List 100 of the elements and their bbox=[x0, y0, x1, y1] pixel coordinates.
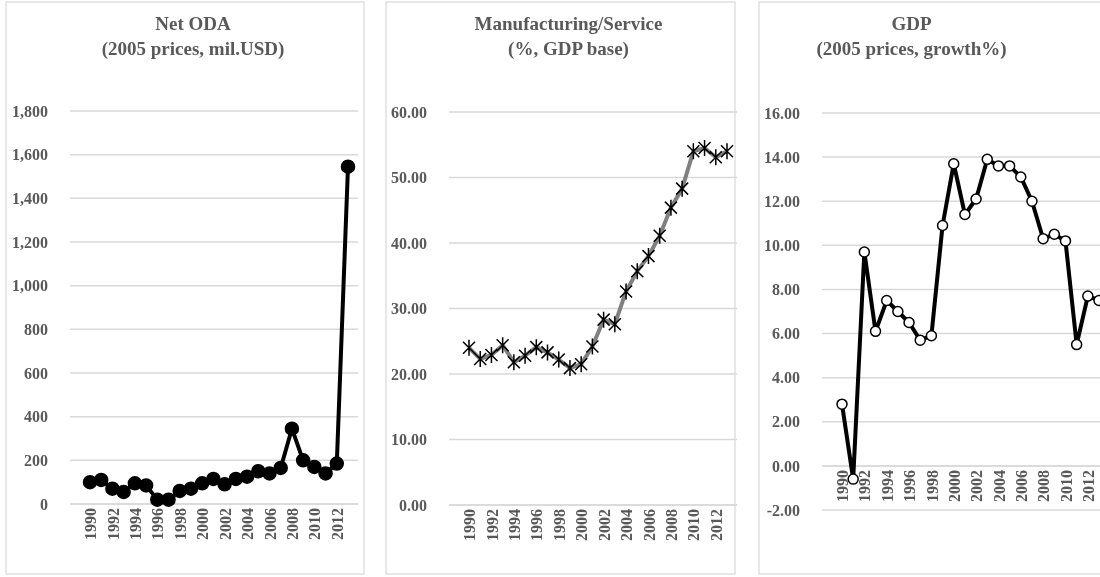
y-tick-label: 50.00 bbox=[391, 169, 427, 187]
y-tick-label: 20.00 bbox=[391, 365, 427, 383]
point bbox=[284, 421, 300, 436]
x-tick-label: 2008 bbox=[663, 509, 681, 541]
x-tick-label: 1994 bbox=[878, 469, 896, 502]
x-tick-label: 2000 bbox=[945, 469, 963, 502]
point bbox=[1015, 171, 1027, 183]
x-tick-label: 2012 bbox=[1079, 469, 1097, 502]
x-tick-label: 2012 bbox=[707, 509, 725, 541]
x-tick-label: 2000 bbox=[194, 508, 212, 540]
x-tick-label: 1996 bbox=[528, 509, 546, 541]
x-tick-label: 2002 bbox=[595, 509, 613, 541]
chart-title: Manufacturing/Service bbox=[474, 13, 663, 34]
point bbox=[858, 246, 871, 258]
y-tick-label: 800 bbox=[24, 320, 48, 338]
point bbox=[1082, 290, 1094, 302]
x-tick-label: 2004 bbox=[618, 509, 636, 541]
y-tick-label: 4.00 bbox=[772, 369, 800, 387]
x-tick-label: 1998 bbox=[923, 469, 941, 502]
y-tick-label: 60.00 bbox=[391, 103, 427, 121]
x-tick-label: 2008 bbox=[1035, 469, 1053, 502]
point bbox=[307, 459, 322, 475]
y-tick-label: 1,800 bbox=[12, 102, 48, 120]
y-tick-label: 8.00 bbox=[772, 281, 800, 299]
chart-title: GDP bbox=[891, 13, 932, 34]
point bbox=[138, 478, 154, 493]
y-tick-label: 12.00 bbox=[764, 192, 800, 210]
point bbox=[869, 325, 882, 338]
point bbox=[914, 334, 926, 346]
x-tick-label: 2000 bbox=[573, 509, 591, 541]
x-tick-label: 1996 bbox=[149, 508, 167, 540]
x-tick-label: 1996 bbox=[901, 469, 919, 502]
x-tick-label: 1992 bbox=[104, 508, 122, 540]
x-tick-label: 2006 bbox=[1012, 469, 1030, 502]
x-tick-label: 2010 bbox=[685, 509, 703, 541]
point bbox=[340, 159, 356, 174]
point bbox=[329, 456, 345, 471]
y-tick-label: 1,000 bbox=[12, 277, 48, 295]
y-tick-label: 1,400 bbox=[12, 189, 48, 207]
point bbox=[981, 153, 994, 166]
point bbox=[295, 453, 311, 468]
chart-subtitle: (2005 prices, mil.USD) bbox=[101, 38, 285, 60]
point bbox=[1026, 195, 1038, 207]
x-tick-label: 1994 bbox=[126, 508, 144, 540]
point bbox=[1059, 235, 1072, 247]
point bbox=[959, 208, 971, 221]
y-tick-label: 30.00 bbox=[391, 300, 427, 318]
x-tick-label: 1992 bbox=[856, 469, 874, 502]
x-tick-label: 2010 bbox=[1057, 469, 1075, 502]
y-tick-label: 0.00 bbox=[772, 457, 800, 475]
point bbox=[1048, 228, 1061, 241]
chart-title: Net ODA bbox=[155, 13, 231, 34]
x-tick-label: 2008 bbox=[284, 508, 302, 540]
x-tick-label: 2006 bbox=[261, 508, 279, 540]
x-tick-label: 1998 bbox=[550, 509, 568, 541]
point bbox=[273, 460, 288, 476]
point bbox=[880, 294, 893, 307]
x-tick-label: 1994 bbox=[505, 509, 523, 541]
point bbox=[836, 398, 848, 410]
x-tick-label: 1990 bbox=[834, 469, 852, 502]
point bbox=[318, 466, 333, 481]
x-tick-label: 1992 bbox=[483, 509, 501, 541]
point bbox=[847, 473, 859, 485]
point bbox=[183, 481, 199, 496]
x-tick-label: 2010 bbox=[306, 508, 324, 540]
y-tick-label: 0.00 bbox=[399, 496, 427, 514]
point bbox=[161, 492, 176, 507]
y-tick-label: 16.00 bbox=[764, 104, 800, 122]
x-tick-label: 2004 bbox=[990, 469, 1008, 502]
point bbox=[903, 316, 915, 329]
point bbox=[970, 193, 982, 205]
y-tick-label: 1,200 bbox=[12, 233, 48, 251]
y-tick-label: 6.00 bbox=[772, 325, 800, 343]
point bbox=[194, 476, 210, 491]
point bbox=[1003, 160, 1016, 172]
point bbox=[992, 160, 1005, 172]
point bbox=[105, 481, 120, 496]
y-tick-label: -2.00 bbox=[766, 501, 800, 519]
x-tick-label: 2006 bbox=[640, 509, 658, 541]
point bbox=[217, 477, 232, 492]
point bbox=[1070, 338, 1083, 351]
point bbox=[925, 330, 938, 342]
point bbox=[892, 305, 904, 318]
y-tick-label: 14.00 bbox=[764, 148, 800, 166]
point bbox=[239, 469, 255, 484]
y-tick-label: 10.00 bbox=[764, 236, 800, 254]
y-tick-label: 2.00 bbox=[772, 413, 800, 431]
y-tick-label: 40.00 bbox=[391, 234, 427, 252]
x-tick-label: 1990 bbox=[461, 509, 479, 541]
x-tick-label: 2012 bbox=[328, 508, 346, 540]
x-tick-label: 2002 bbox=[216, 508, 234, 540]
point bbox=[936, 219, 949, 232]
point bbox=[116, 484, 131, 500]
y-tick-label: 1,600 bbox=[12, 146, 48, 164]
chart-subtitle: (2005 prices, growth%) bbox=[816, 38, 1007, 60]
point bbox=[93, 472, 109, 488]
y-tick-label: 400 bbox=[24, 408, 48, 426]
x-tick-label: 2004 bbox=[239, 508, 257, 540]
y-tick-label: 0 bbox=[40, 495, 48, 513]
point bbox=[206, 471, 221, 487]
